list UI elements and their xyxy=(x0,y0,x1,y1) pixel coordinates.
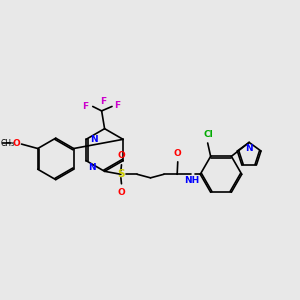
Text: N: N xyxy=(245,144,253,153)
Text: O: O xyxy=(118,152,125,160)
Text: Cl: Cl xyxy=(203,130,213,139)
Text: S: S xyxy=(117,169,124,179)
Text: N: N xyxy=(90,135,97,144)
Text: NH: NH xyxy=(184,176,199,185)
Text: O: O xyxy=(174,149,182,158)
Text: O: O xyxy=(118,188,125,197)
Text: F: F xyxy=(100,98,106,106)
Text: F: F xyxy=(114,101,120,110)
Text: CH₃: CH₃ xyxy=(0,139,14,148)
Text: N: N xyxy=(88,163,96,172)
Text: F: F xyxy=(82,102,88,111)
Text: O: O xyxy=(12,139,20,148)
